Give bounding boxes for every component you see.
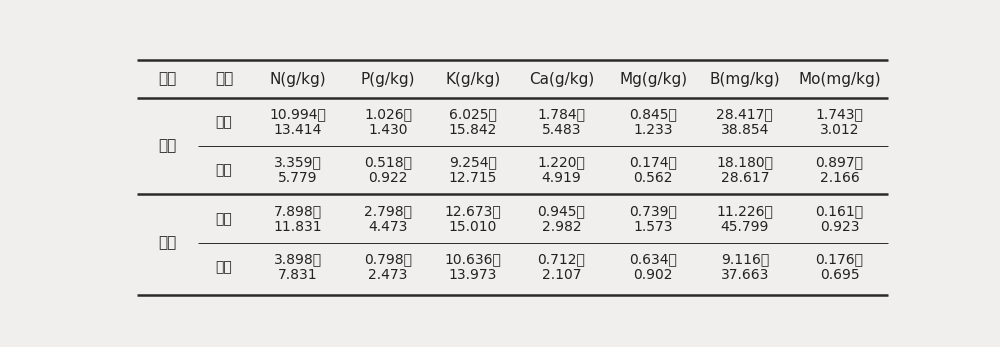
Text: 1.220～: 1.220～ bbox=[537, 155, 585, 169]
Text: 1.573: 1.573 bbox=[633, 220, 673, 234]
Text: 0.518～: 0.518～ bbox=[364, 155, 412, 169]
Text: 13.973: 13.973 bbox=[449, 268, 497, 282]
Text: 0.174～: 0.174～ bbox=[629, 155, 677, 169]
Text: 0.176～: 0.176～ bbox=[816, 252, 864, 266]
Text: 0.845～: 0.845～ bbox=[629, 107, 677, 121]
Text: 一代: 一代 bbox=[158, 138, 176, 153]
Text: 1.430: 1.430 bbox=[368, 123, 408, 137]
Text: 3.012: 3.012 bbox=[820, 123, 859, 137]
Text: 12.715: 12.715 bbox=[449, 171, 497, 185]
Text: 0.695: 0.695 bbox=[820, 268, 859, 282]
Text: Ca(g/kg): Ca(g/kg) bbox=[529, 71, 594, 86]
Text: 针叶: 针叶 bbox=[216, 212, 232, 226]
Text: 1.233: 1.233 bbox=[633, 123, 673, 137]
Text: 0.922: 0.922 bbox=[368, 171, 408, 185]
Text: 1.026～: 1.026～ bbox=[364, 107, 412, 121]
Text: 37.663: 37.663 bbox=[721, 268, 769, 282]
Text: 18.180～: 18.180～ bbox=[716, 155, 773, 169]
Text: 0.923: 0.923 bbox=[820, 220, 859, 234]
Text: 2.982: 2.982 bbox=[542, 220, 581, 234]
Text: 15.010: 15.010 bbox=[449, 220, 497, 234]
Text: 13.414: 13.414 bbox=[274, 123, 322, 137]
Text: Mo(mg/kg): Mo(mg/kg) bbox=[798, 71, 881, 86]
Text: B(mg/kg): B(mg/kg) bbox=[710, 71, 780, 86]
Text: 10.636～: 10.636～ bbox=[445, 252, 501, 266]
Text: 0.712～: 0.712～ bbox=[537, 252, 585, 266]
Text: 0.161～: 0.161～ bbox=[815, 204, 864, 218]
Text: 球果: 球果 bbox=[216, 163, 232, 177]
Text: 0.897～: 0.897～ bbox=[816, 155, 864, 169]
Text: 0.739～: 0.739～ bbox=[629, 204, 677, 218]
Text: 3.898～: 3.898～ bbox=[274, 252, 322, 266]
Text: 11.831: 11.831 bbox=[274, 220, 322, 234]
Text: 7.898～: 7.898～ bbox=[274, 204, 322, 218]
Text: 0.902: 0.902 bbox=[633, 268, 673, 282]
Text: 7.831: 7.831 bbox=[278, 268, 318, 282]
Text: Mg(g/kg): Mg(g/kg) bbox=[619, 71, 687, 86]
Text: 9.116～: 9.116～ bbox=[721, 252, 769, 266]
Text: 0.634～: 0.634～ bbox=[629, 252, 677, 266]
Text: K(g/kg): K(g/kg) bbox=[445, 71, 501, 86]
Text: 28.417～: 28.417～ bbox=[716, 107, 773, 121]
Text: 2.798～: 2.798～ bbox=[364, 204, 412, 218]
Text: 2.473: 2.473 bbox=[368, 268, 408, 282]
Text: 38.854: 38.854 bbox=[721, 123, 769, 137]
Text: 6.025～: 6.025～ bbox=[449, 107, 497, 121]
Text: 45.799: 45.799 bbox=[721, 220, 769, 234]
Text: 10.994～: 10.994～ bbox=[270, 107, 326, 121]
Text: 二代: 二代 bbox=[158, 236, 176, 251]
Text: N(g/kg): N(g/kg) bbox=[270, 71, 326, 86]
Text: 0.798～: 0.798～ bbox=[364, 252, 412, 266]
Text: 28.617: 28.617 bbox=[721, 171, 769, 185]
Text: 12.673～: 12.673～ bbox=[445, 204, 501, 218]
Text: 9.254～: 9.254～ bbox=[449, 155, 497, 169]
Text: 1.743～: 1.743～ bbox=[816, 107, 863, 121]
Text: 3.359～: 3.359～ bbox=[274, 155, 322, 169]
Text: 5.483: 5.483 bbox=[542, 123, 581, 137]
Text: 4.919: 4.919 bbox=[541, 171, 581, 185]
Text: 4.473: 4.473 bbox=[368, 220, 408, 234]
Text: 5.779: 5.779 bbox=[278, 171, 318, 185]
Text: 球果: 球果 bbox=[216, 260, 232, 274]
Text: 1.784～: 1.784～ bbox=[537, 107, 585, 121]
Text: 针叶: 针叶 bbox=[216, 115, 232, 129]
Text: 2.107: 2.107 bbox=[542, 268, 581, 282]
Text: 2.166: 2.166 bbox=[820, 171, 859, 185]
Text: 0.562: 0.562 bbox=[633, 171, 673, 185]
Text: P(g/kg): P(g/kg) bbox=[361, 71, 415, 86]
Text: 0.945～: 0.945～ bbox=[537, 204, 585, 218]
Text: 器官: 器官 bbox=[215, 71, 233, 86]
Text: 15.842: 15.842 bbox=[449, 123, 497, 137]
Text: 11.226～: 11.226～ bbox=[716, 204, 773, 218]
Text: 代数: 代数 bbox=[158, 71, 176, 86]
